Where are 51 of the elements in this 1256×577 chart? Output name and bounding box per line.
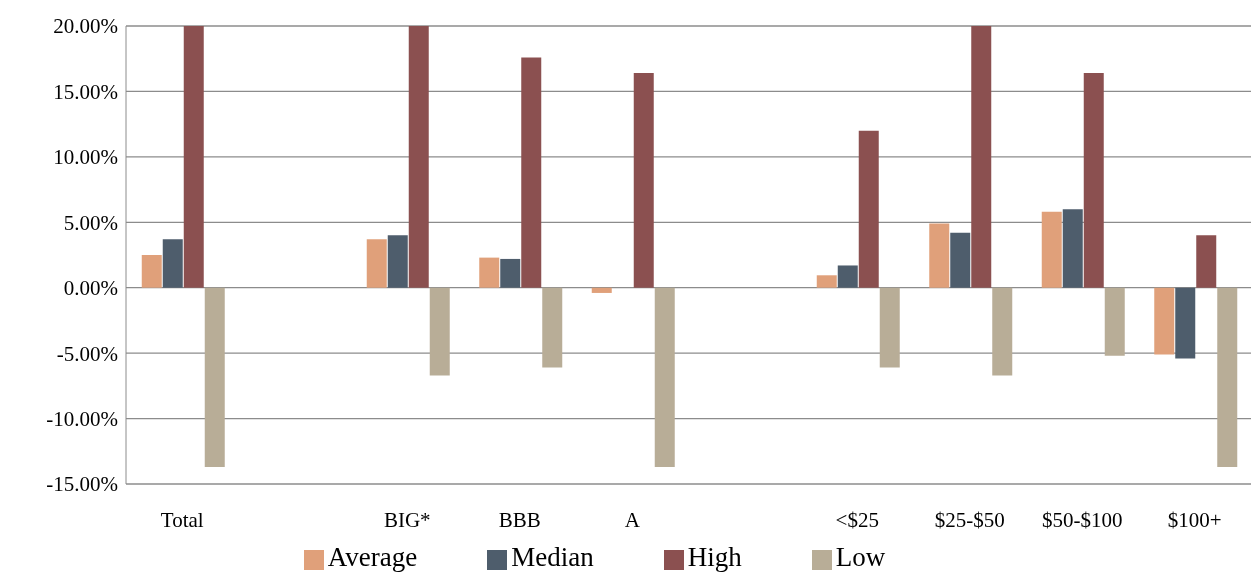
legend-label: Median xyxy=(511,542,594,572)
bar xyxy=(816,275,837,288)
bar xyxy=(1062,209,1083,288)
bar xyxy=(479,257,500,288)
bar xyxy=(387,235,408,288)
x-tick-label: Total xyxy=(160,507,204,532)
bar xyxy=(429,287,450,376)
bar xyxy=(879,287,900,368)
y-tick-label: 15.00% xyxy=(53,79,118,104)
bar xyxy=(141,255,162,288)
x-tick-label: <$25 xyxy=(835,507,879,532)
x-tick-label: BBB xyxy=(498,507,541,532)
bar xyxy=(992,287,1013,376)
x-tick-label: $50-$100 xyxy=(1042,507,1123,532)
y-tick-label: -10.00% xyxy=(46,407,118,432)
bar xyxy=(1154,287,1175,355)
y-tick-label: -5.00% xyxy=(56,341,118,366)
bar xyxy=(408,26,429,288)
bar xyxy=(654,287,675,467)
legend-label: Average xyxy=(327,542,418,572)
bar xyxy=(183,26,204,288)
bar xyxy=(858,130,879,288)
y-tick-label: 10.00% xyxy=(53,145,118,170)
y-tick-label: 20.00% xyxy=(53,14,118,39)
bar xyxy=(1217,287,1238,467)
bar xyxy=(837,265,858,288)
bar xyxy=(521,57,542,288)
bar xyxy=(591,287,612,293)
bar xyxy=(950,232,971,288)
bar xyxy=(971,26,992,288)
y-tick-label: 0.00% xyxy=(63,276,118,301)
x-tick-label: A xyxy=(624,507,641,532)
legend-label: Low xyxy=(835,542,886,572)
x-tick-label: $100+ xyxy=(1167,507,1222,532)
legend-label: High xyxy=(687,542,742,572)
y-tick-label: 5.00% xyxy=(63,210,118,235)
bar xyxy=(1104,287,1125,356)
bar xyxy=(1083,73,1104,288)
y-tick-label: -15.00% xyxy=(46,472,118,497)
bar xyxy=(500,258,521,288)
bar xyxy=(633,73,654,288)
x-tick-label: BIG* xyxy=(383,507,431,532)
bar xyxy=(204,287,225,467)
bar xyxy=(1041,211,1062,288)
bar xyxy=(366,239,387,288)
bar xyxy=(542,287,563,368)
bar xyxy=(929,223,950,288)
x-tick-label: $25-$50 xyxy=(934,507,1005,532)
bar xyxy=(1196,235,1217,288)
bar xyxy=(1175,287,1196,359)
bar xyxy=(162,239,183,288)
